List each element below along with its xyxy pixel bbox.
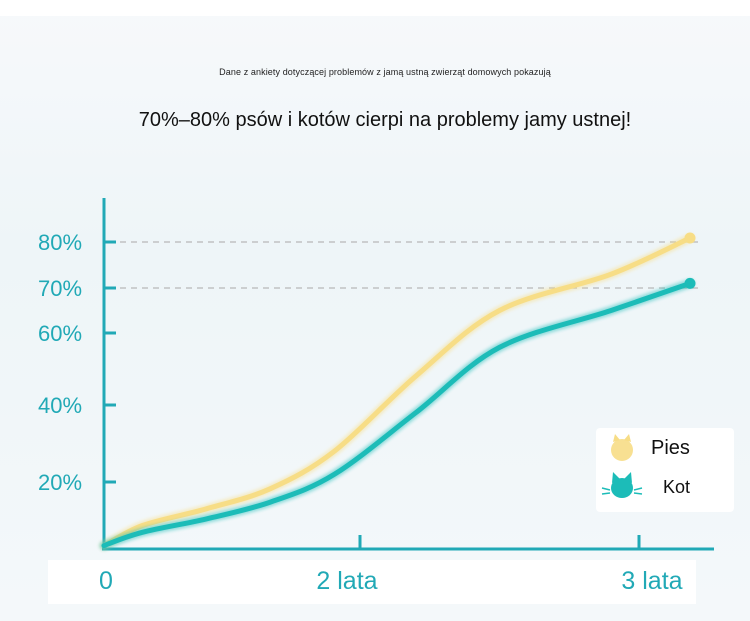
- y-tick-label-80: 80%: [38, 230, 82, 255]
- y-tick-label-40: 40%: [38, 393, 82, 418]
- y-tick-label-20: 20%: [38, 470, 82, 495]
- dog-icon: [611, 434, 633, 461]
- top-band: [0, 0, 750, 16]
- series-line-pies: [101, 235, 693, 549]
- series-endpoint-kot: [684, 277, 696, 289]
- x-tick-label-2: 2 lata: [316, 567, 377, 595]
- series-line-kot: [101, 280, 693, 549]
- x-tick-label-0: 0: [99, 567, 113, 595]
- x-label-band: [48, 560, 696, 604]
- legend-label-kot: Kot: [663, 477, 691, 497]
- chart-title: 70%–80% psów i kotów cierpi na problemy …: [138, 109, 632, 131]
- cat-icon: [601, 472, 643, 498]
- series-endpoint-pies: [684, 232, 696, 244]
- legend-label-pies: Pies: [651, 437, 690, 459]
- chart-subtitle: Dane z ankiety dotyczącej problemów z ja…: [219, 67, 551, 77]
- y-tick-label-70: 70%: [38, 276, 82, 301]
- y-tick-label-60: 60%: [38, 321, 82, 346]
- x-tick-label-3: 3 lata: [621, 567, 682, 595]
